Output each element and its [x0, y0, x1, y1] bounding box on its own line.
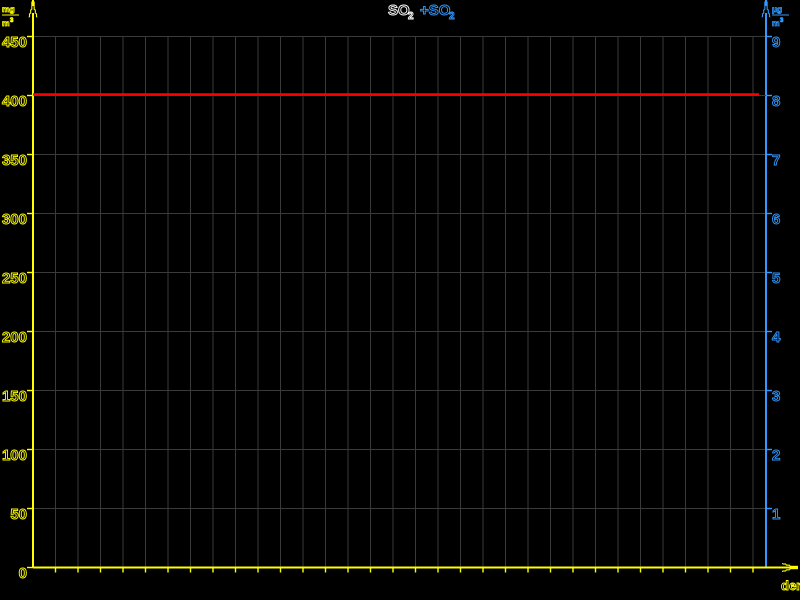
svg-text:3: 3 — [772, 388, 780, 405]
svg-text:+SO: +SO — [420, 2, 451, 19]
svg-text:4: 4 — [772, 329, 781, 346]
svg-text:350: 350 — [2, 152, 27, 169]
svg-text:1: 1 — [772, 506, 780, 523]
svg-text:SO: SO — [388, 2, 410, 19]
svg-text:mg: mg — [2, 4, 15, 14]
svg-text:m: m — [772, 18, 780, 28]
svg-text:8: 8 — [772, 93, 780, 110]
svg-text:50: 50 — [10, 506, 27, 523]
svg-text:2: 2 — [772, 447, 780, 464]
svg-text:µg: µg — [772, 4, 782, 14]
svg-text:450: 450 — [2, 34, 27, 51]
svg-text:200: 200 — [2, 329, 27, 346]
svg-text:7: 7 — [772, 152, 780, 169]
svg-text:9: 9 — [772, 34, 780, 51]
svg-text:2: 2 — [408, 11, 414, 22]
svg-text:den: den — [781, 578, 800, 593]
svg-text:m: m — [2, 18, 10, 28]
svg-text:2: 2 — [449, 11, 455, 22]
svg-text:5: 5 — [772, 270, 780, 287]
svg-text:400: 400 — [2, 93, 27, 110]
svg-text:250: 250 — [2, 270, 27, 287]
svg-text:100: 100 — [2, 447, 27, 464]
svg-text:150: 150 — [2, 388, 27, 405]
svg-text:0: 0 — [19, 565, 27, 582]
svg-text:300: 300 — [2, 211, 27, 228]
svg-text:6: 6 — [772, 211, 780, 228]
